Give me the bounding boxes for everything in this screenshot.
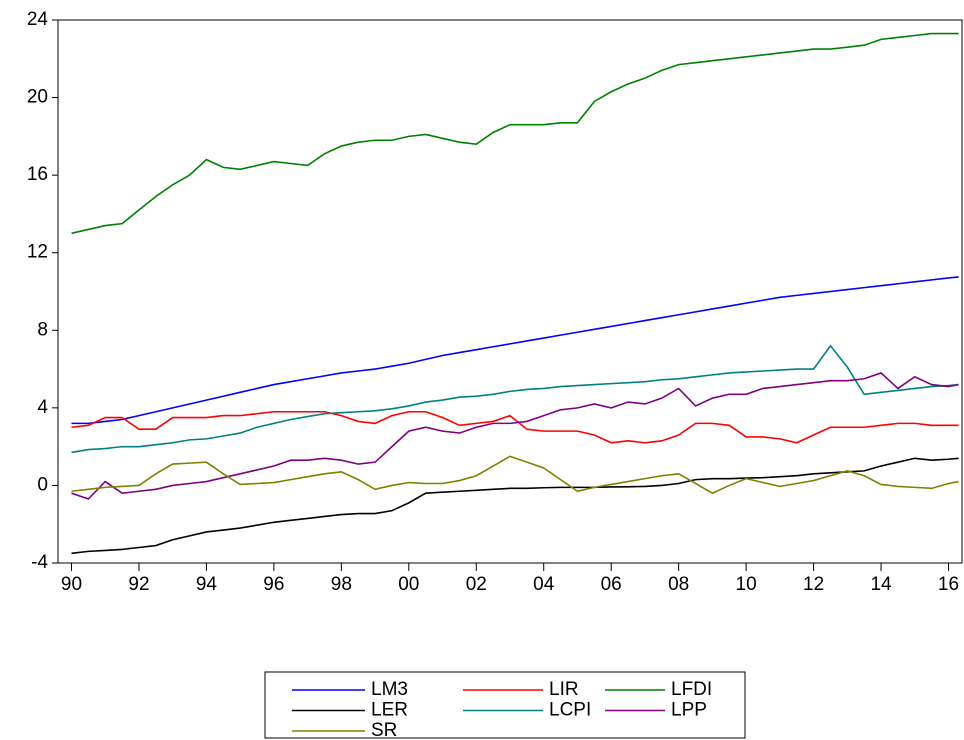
- legend-label: LM3: [371, 679, 408, 700]
- x-tick-label: 92: [128, 574, 149, 595]
- series-line: [71, 455, 959, 495]
- x-tick-label: 96: [263, 574, 284, 595]
- legend-label: LIR: [549, 679, 579, 700]
- x-tick-label: 94: [196, 574, 218, 595]
- y-tick-label: 20: [27, 87, 48, 108]
- legend-label: LFDI: [671, 679, 712, 700]
- series-line: [71, 410, 959, 444]
- series-line: [71, 344, 959, 454]
- legend-label: LER: [371, 700, 408, 721]
- y-tick-label: -4: [31, 552, 48, 573]
- x-tick-label: 12: [803, 574, 824, 595]
- x-tick-label: 02: [466, 574, 487, 595]
- x-tick-label: 98: [331, 574, 352, 595]
- series-line: [71, 32, 959, 235]
- y-tick-label: 8: [37, 319, 48, 340]
- y-tick-label: 12: [27, 242, 48, 263]
- x-tick-label: 90: [61, 574, 82, 595]
- x-tick-label: 14: [870, 574, 892, 595]
- y-tick-label: 16: [27, 164, 48, 185]
- legend-box: [264, 671, 746, 739]
- x-tick-label: 04: [533, 574, 555, 595]
- y-tick-label: 24: [27, 9, 49, 30]
- series-line: [71, 457, 959, 555]
- x-tick-label: 16: [938, 574, 959, 595]
- x-tick-label: 00: [398, 574, 419, 595]
- series-line: [71, 276, 959, 425]
- x-tick-label: 06: [601, 574, 622, 595]
- y-tick-label: 0: [37, 474, 48, 495]
- legend-label: LCPI: [549, 700, 591, 721]
- y-tick-label: 4: [37, 397, 48, 418]
- x-tick-label: 10: [736, 574, 757, 595]
- legend-label: SR: [371, 720, 397, 740]
- legend-label: LPP: [671, 700, 707, 721]
- plot-frame: [57, 19, 963, 564]
- series-line: [71, 372, 959, 500]
- x-tick-label: 08: [668, 574, 689, 595]
